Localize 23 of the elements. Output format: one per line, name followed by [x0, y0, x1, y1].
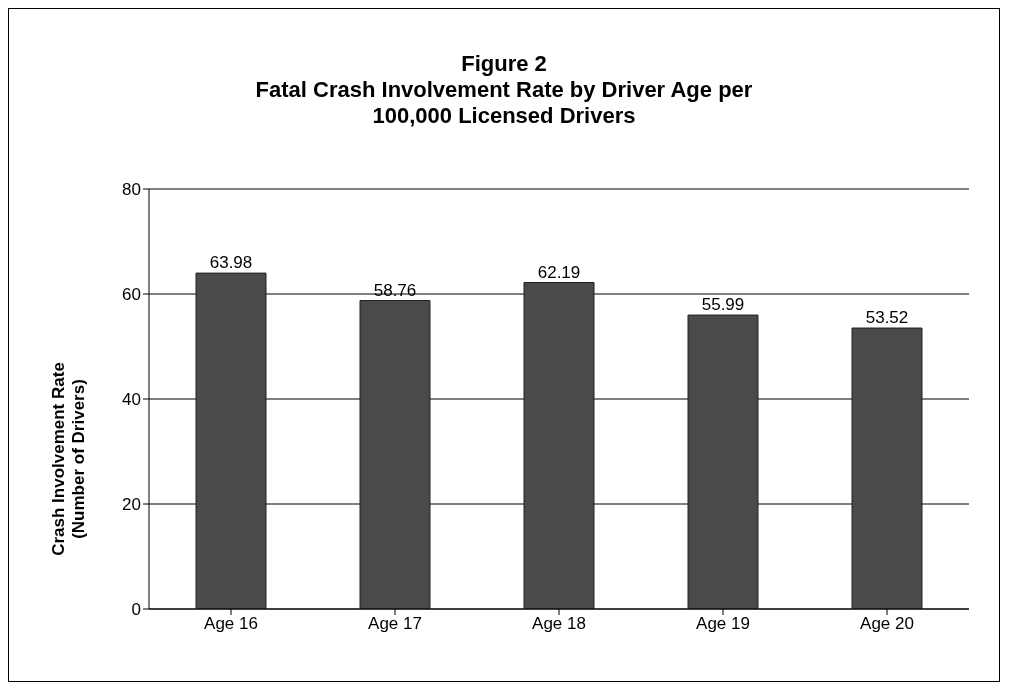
bar	[359, 300, 431, 609]
x-tick-label: Age 16	[204, 614, 258, 634]
data-label: 62.19	[537, 262, 581, 282]
data-label: 53.52	[865, 308, 909, 328]
y-tick-label: 40	[122, 390, 141, 410]
y-tick-label: 60	[122, 285, 141, 305]
bar	[851, 327, 923, 609]
x-tick-label: Age 17	[368, 614, 422, 634]
chart-subtitle: Fatal Crash Involvement Rate by Driver Age per 100,000 Licensed Drivers	[254, 77, 754, 129]
data-label: 55.99	[701, 295, 745, 315]
y-tick-label: 80	[122, 180, 141, 200]
x-tick-label: Age 18	[532, 614, 586, 634]
bar	[523, 282, 595, 609]
y-tick-label: 20	[122, 495, 141, 515]
y-tick-label: 0	[131, 600, 141, 620]
data-label: 63.98	[209, 253, 253, 273]
bar	[687, 314, 759, 609]
y-axis-title: Crash Involvement Rate (Number of Drivers)	[49, 361, 89, 558]
x-tick-label: Age 20	[860, 614, 914, 634]
bar	[195, 272, 267, 609]
x-tick-label: Age 19	[696, 614, 750, 634]
data-label: 58.76	[373, 280, 417, 300]
chart-title: Figure 2	[460, 51, 548, 77]
